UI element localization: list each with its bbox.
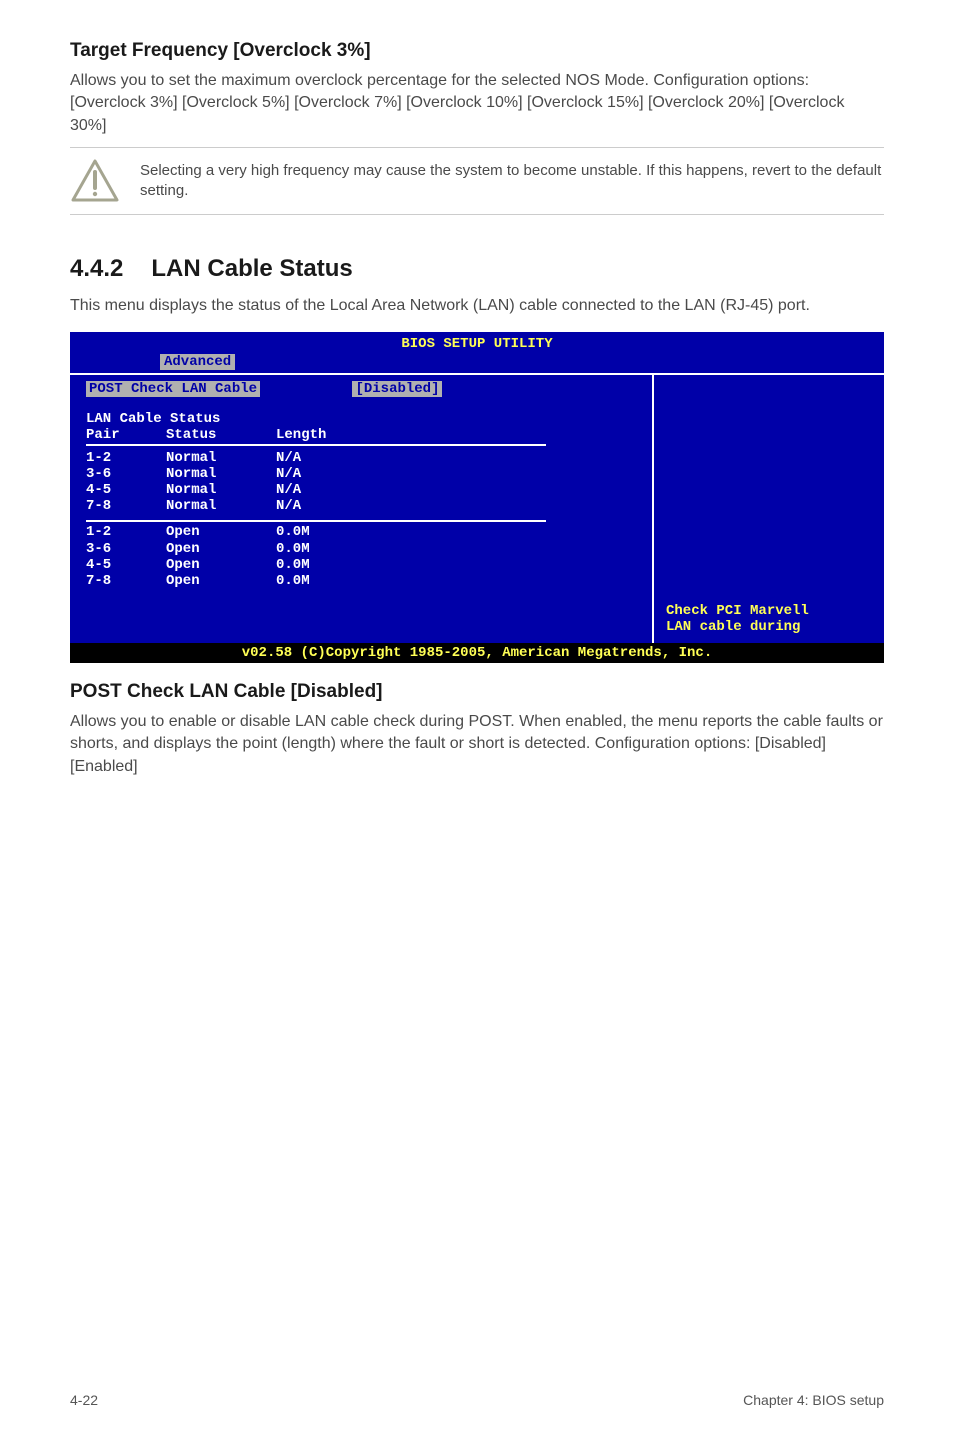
table-row: 1-2NormalN/A — [86, 450, 642, 466]
bios-footer: v02.58 (C)Copyright 1985-2005, American … — [70, 643, 884, 663]
bios-title: BIOS SETUP UTILITY — [70, 332, 884, 352]
post-check-heading: POST Check LAN Cable [Disabled] — [70, 681, 884, 703]
chapter-label: Chapter 4: BIOS setup — [743, 1392, 884, 1408]
page-number: 4-22 — [70, 1392, 98, 1408]
bios-header-rule — [86, 444, 546, 446]
bios-tab-advanced: Advanced — [160, 354, 235, 370]
table-row: 4-5Open0.0M — [86, 557, 546, 573]
section-number: 4.4.2 — [70, 255, 123, 283]
warning-text: Selecting a very high frequency may caus… — [140, 161, 884, 202]
post-check-value: [Disabled] — [352, 381, 442, 397]
table-row: 7-8Open0.0M — [86, 573, 546, 589]
bios-help-line1: Check PCI Marvell — [666, 603, 874, 619]
bios-screen: BIOS SETUP UTILITY Advanced POST Check L… — [70, 332, 884, 663]
section-title: LAN Cable Status — [151, 255, 352, 283]
bios-help-line2: LAN cable during — [666, 619, 874, 635]
post-check-body: Allows you to enable or disable LAN cabl… — [70, 711, 884, 778]
warning-icon — [70, 158, 120, 204]
post-check-label: POST Check LAN Cable — [86, 381, 260, 397]
bios-post-row: POST Check LAN Cable [Disabled] — [86, 381, 642, 397]
warning-callout: Selecting a very high frequency may caus… — [70, 147, 884, 215]
table-row: 1-2Open0.0M — [86, 524, 546, 540]
bios-tab-row: Advanced — [70, 352, 884, 373]
bios-table-title: LAN Cable Status — [86, 411, 642, 427]
table-row: 3-6NormalN/A — [86, 466, 642, 482]
col-length: Length — [276, 427, 326, 443]
page-footer: 4-22 Chapter 4: BIOS setup — [70, 1392, 884, 1408]
col-status: Status — [166, 427, 276, 443]
col-pair: Pair — [86, 427, 166, 443]
table-row: 7-8NormalN/A — [86, 498, 642, 514]
bios-right-pane: Check PCI Marvell LAN cable during — [654, 373, 884, 643]
target-frequency-body: Allows you to set the maximum overclock … — [70, 70, 884, 137]
bios-left-pane: POST Check LAN Cable [Disabled] LAN Cabl… — [70, 373, 654, 643]
table-row: 4-5NormalN/A — [86, 482, 642, 498]
target-frequency-heading: Target Frequency [Overclock 3%] — [70, 40, 884, 62]
bios-table-header: Pair Status Length — [86, 427, 642, 443]
lan-intro-text: This menu displays the status of the Loc… — [70, 295, 884, 317]
table-row: 3-6Open0.0M — [86, 541, 546, 557]
lan-cable-status-heading: 4.4.2 LAN Cable Status — [70, 255, 884, 283]
